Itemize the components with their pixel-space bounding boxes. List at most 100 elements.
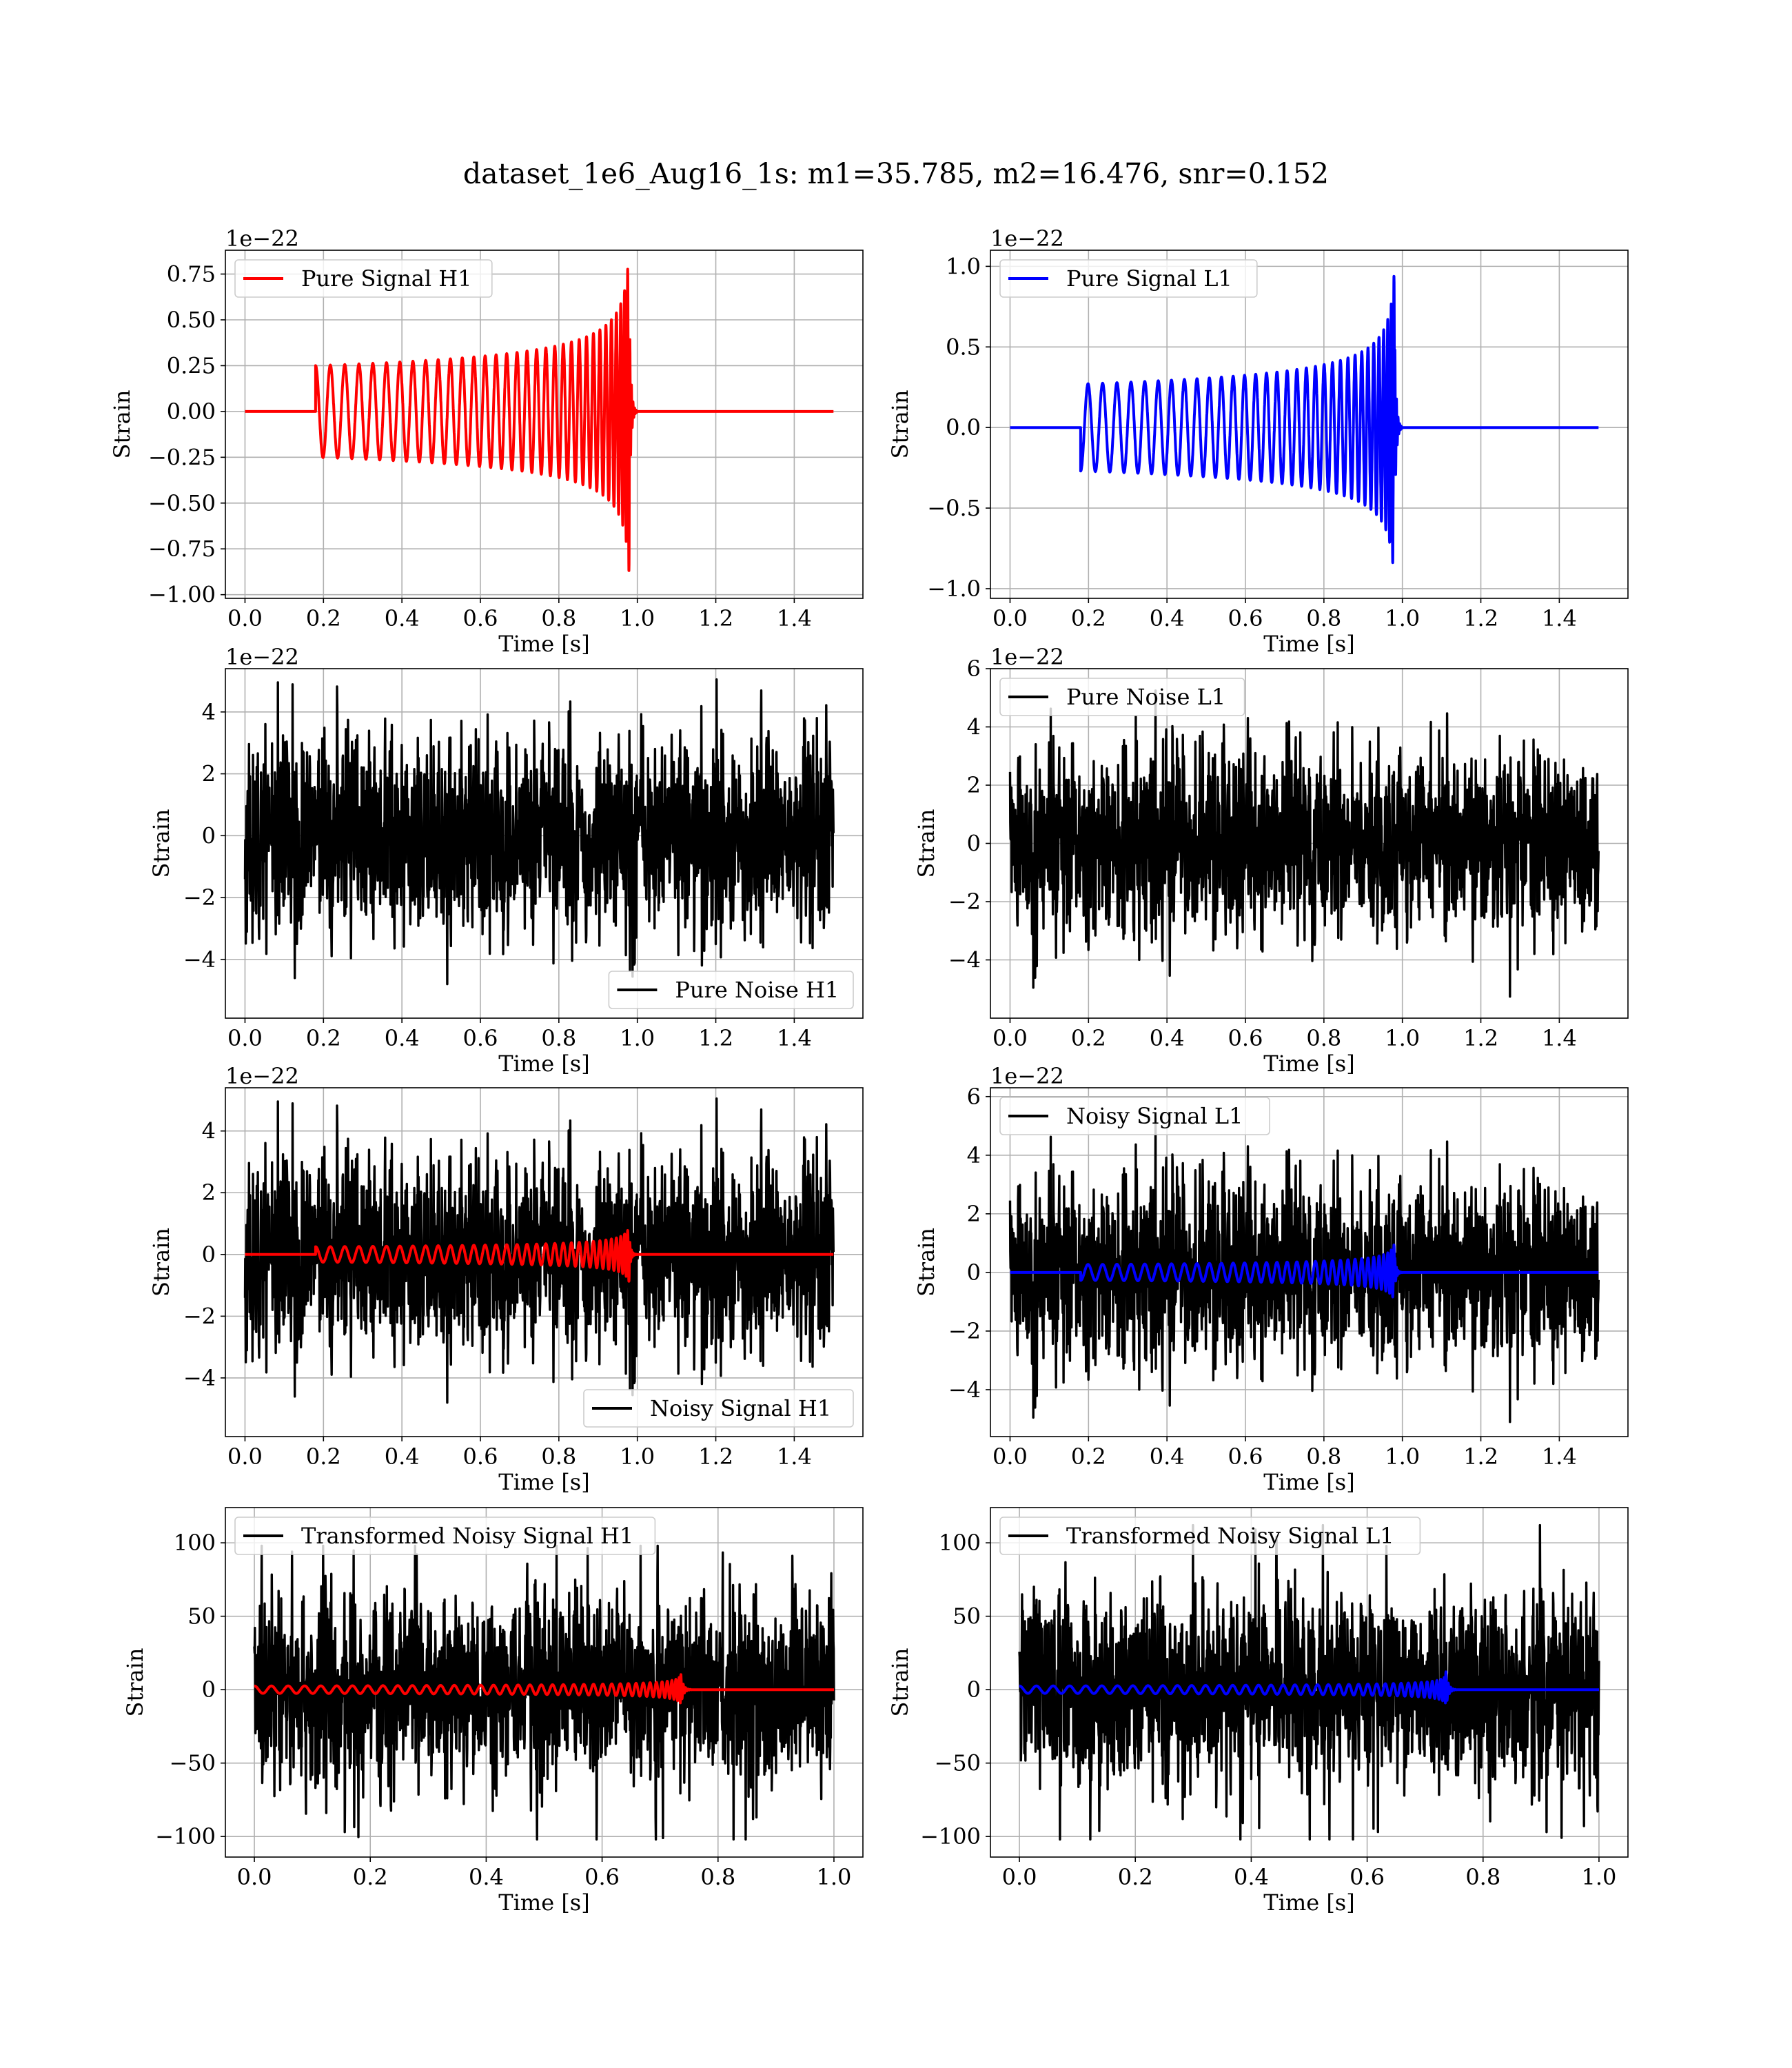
series-line bbox=[243, 678, 835, 986]
x-tick-label: 1.0 bbox=[1385, 1443, 1420, 1470]
x-tick-label: 1.4 bbox=[777, 1443, 812, 1470]
x-tick-label: 0.6 bbox=[1228, 1025, 1263, 1051]
axis-offset-label: 1e−22 bbox=[990, 644, 1064, 670]
legend-box bbox=[999, 678, 1245, 716]
y-tick-label: 0 bbox=[202, 1241, 216, 1268]
y-tick-label: 2 bbox=[202, 761, 216, 787]
legend-box bbox=[999, 1517, 1421, 1555]
y-tick-label: 4 bbox=[967, 1142, 981, 1168]
y-tick-label: 4 bbox=[202, 1118, 216, 1144]
x-tick-label: 0.0 bbox=[992, 605, 1028, 631]
legend-label: Pure Noise L1 bbox=[1066, 684, 1225, 710]
x-tick-label: 0.4 bbox=[1150, 1025, 1185, 1051]
y-tick-label: 0.5 bbox=[946, 334, 981, 360]
y-tick-label: 50 bbox=[187, 1603, 216, 1630]
legend-box bbox=[999, 1097, 1270, 1135]
legend-label: Transformed Noisy Signal L1 bbox=[1066, 1523, 1394, 1549]
y-tick-label: −1.00 bbox=[148, 582, 216, 608]
x-tick-label: 1.2 bbox=[698, 1025, 733, 1051]
axis-offset-label: 1e−22 bbox=[990, 225, 1064, 252]
x-axis-label: Time [s] bbox=[1263, 1051, 1354, 1077]
x-tick-label: 0.8 bbox=[700, 1864, 735, 1890]
y-tick-label: −1.0 bbox=[927, 576, 981, 602]
y-tick-label: −4 bbox=[948, 1377, 981, 1403]
x-axis-label: Time [s] bbox=[498, 631, 589, 657]
x-tick-label: 0.8 bbox=[541, 1025, 576, 1051]
series-line bbox=[1008, 1117, 1600, 1423]
series-line bbox=[1010, 274, 1599, 565]
x-tick-label: 1.2 bbox=[698, 605, 733, 631]
x-tick-label: 0.8 bbox=[1306, 605, 1341, 631]
series-line bbox=[243, 1097, 835, 1404]
series-line bbox=[253, 1673, 834, 1705]
axes-frame bbox=[990, 1087, 1629, 1437]
x-tick-label: 0.6 bbox=[1228, 1443, 1263, 1470]
y-tick-label: −100 bbox=[920, 1823, 981, 1849]
series-group bbox=[1008, 689, 1600, 998]
axes-frame bbox=[225, 668, 864, 1019]
x-tick-label: 0.2 bbox=[306, 1443, 341, 1470]
axes-frame bbox=[225, 1087, 864, 1437]
chart-transformed-noisy-signal-l1: 0.0 0.2 0.4 0.6 0.8 1.0 −100 −50 0 50 100 Time [s] S… bbox=[887, 1507, 1629, 1916]
axis-offset-label: 1e−22 bbox=[225, 644, 299, 670]
x-tick-label: 1.4 bbox=[777, 605, 812, 631]
series-group bbox=[243, 678, 835, 986]
y-tick-label: 0 bbox=[202, 1676, 216, 1703]
series-line bbox=[1018, 1523, 1600, 1841]
y-tick-label: 100 bbox=[939, 1530, 981, 1556]
series-line bbox=[1010, 1244, 1599, 1299]
x-tick-label: 1.2 bbox=[1463, 605, 1498, 631]
y-tick-label: 0 bbox=[967, 831, 981, 857]
y-tick-label: −50 bbox=[934, 1750, 981, 1776]
x-tick-label: 1.4 bbox=[1542, 1025, 1577, 1051]
y-tick-label: 0.00 bbox=[167, 398, 216, 425]
legend: Pure Noise L1 bbox=[999, 678, 1245, 716]
chart-noisy-signal-l1: 0.0 0.2 0.4 0.6 0.8 1.0 1.2 1.4 −4 −2 0 2 4 6 Time [s]… bbox=[913, 1063, 1629, 1495]
chart-pure-signal-h1: 0.0 0.2 0.4 0.6 0.8 1.0 1.2 1.4 −1.00 −0.75 −0.50 −… bbox=[109, 225, 864, 657]
legend: Noisy Signal L1 bbox=[999, 1097, 1270, 1135]
x-tick-label: 0.6 bbox=[1228, 605, 1263, 631]
y-axis-label: Strain bbox=[887, 390, 913, 459]
x-axis-label: Time [s] bbox=[1263, 631, 1354, 657]
series-group bbox=[245, 267, 834, 572]
x-tick-label: 1.0 bbox=[620, 1025, 655, 1051]
series-group bbox=[1010, 274, 1599, 565]
x-tick-label: 1.0 bbox=[620, 1443, 655, 1470]
legend: Transformed Noisy Signal H1 bbox=[234, 1517, 656, 1555]
chart-pure-noise-l1: 0.0 0.2 0.4 0.6 0.8 1.0 1.2 1.4 −4 −2 0 2 4 6 Time [s]… bbox=[913, 644, 1629, 1077]
legend-label: Pure Signal L1 bbox=[1066, 265, 1232, 292]
x-tick-label: 0.8 bbox=[1306, 1025, 1341, 1051]
x-tick-label: 1.2 bbox=[698, 1443, 733, 1470]
y-tick-label: −2 bbox=[948, 1318, 981, 1344]
y-tick-label: −100 bbox=[155, 1823, 216, 1849]
y-tick-label: 0.50 bbox=[167, 307, 216, 333]
y-tick-label: 0.0 bbox=[946, 414, 981, 440]
x-tick-label: 1.4 bbox=[1542, 1443, 1577, 1470]
legend-box bbox=[999, 259, 1258, 298]
y-tick-label: 6 bbox=[967, 1084, 981, 1110]
x-tick-label: 0.6 bbox=[584, 1864, 620, 1890]
y-tick-label: 0.75 bbox=[167, 261, 216, 287]
x-tick-label: 0.4 bbox=[1150, 1443, 1185, 1470]
x-tick-label: 1.2 bbox=[1463, 1443, 1498, 1470]
y-axis-label: Strain bbox=[109, 390, 135, 459]
x-tick-label: 1.0 bbox=[1385, 605, 1420, 631]
axes-frame bbox=[225, 250, 864, 599]
y-tick-label: −2 bbox=[183, 1303, 216, 1329]
series-group bbox=[243, 1097, 835, 1404]
y-tick-label: 4 bbox=[967, 714, 981, 740]
y-tick-label: 2 bbox=[202, 1179, 216, 1206]
axis-offset-label: 1e−22 bbox=[990, 1063, 1064, 1089]
y-tick-label: 0 bbox=[202, 822, 216, 849]
y-tick-label: 0 bbox=[967, 1676, 981, 1703]
y-tick-label: 100 bbox=[174, 1530, 216, 1556]
x-tick-label: 0.2 bbox=[306, 605, 341, 631]
x-tick-label: 0.0 bbox=[237, 1864, 272, 1890]
x-tick-label: 0.0 bbox=[227, 1443, 263, 1470]
y-tick-label: −0.5 bbox=[927, 495, 981, 521]
legend-box bbox=[234, 259, 493, 298]
x-tick-label: 1.0 bbox=[1385, 1025, 1420, 1051]
legend: Noisy Signal H1 bbox=[583, 1389, 854, 1428]
y-tick-label: 0.25 bbox=[167, 352, 216, 378]
